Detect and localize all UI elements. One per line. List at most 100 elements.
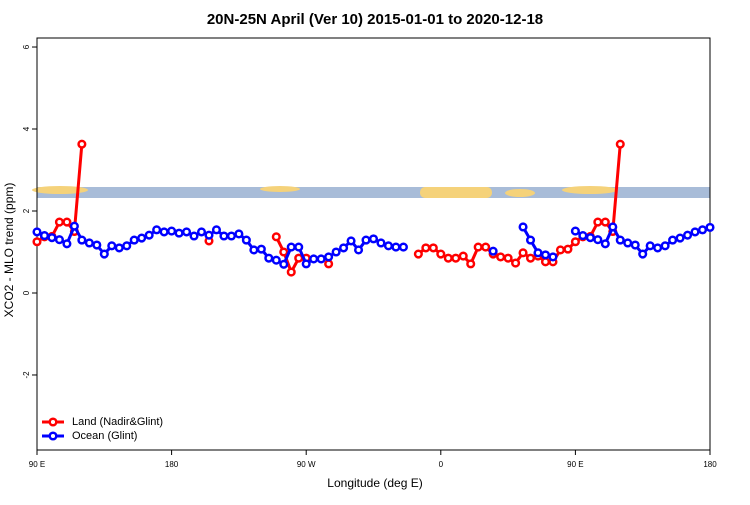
data-point xyxy=(361,235,371,245)
data-point xyxy=(286,242,296,252)
data-point xyxy=(615,139,625,149)
data-point xyxy=(316,254,326,264)
data-point xyxy=(540,250,551,260)
data-point xyxy=(189,231,199,241)
data-point xyxy=(331,247,341,257)
data-point xyxy=(137,233,147,243)
data-point xyxy=(159,227,169,237)
data-point xyxy=(77,235,87,245)
data-point xyxy=(466,259,476,269)
legend-label: Land (Nadir&Glint) xyxy=(72,416,163,428)
map-strip xyxy=(32,186,710,198)
y-tick-label: 2 xyxy=(22,208,31,213)
data-point xyxy=(458,251,468,261)
data-point xyxy=(196,227,207,237)
data-point xyxy=(368,234,379,244)
data-point xyxy=(675,233,685,243)
data-point xyxy=(645,241,655,251)
legend-marker xyxy=(48,431,58,441)
data-point xyxy=(615,235,625,245)
data-point xyxy=(391,242,401,252)
data-point xyxy=(443,253,453,263)
x-axis-label: Longitude (deg E) xyxy=(327,476,422,490)
data-point xyxy=(481,242,491,252)
data-point xyxy=(256,244,266,254)
data-point xyxy=(555,245,565,255)
data-point xyxy=(152,225,162,235)
data-point xyxy=(241,235,251,245)
data-point xyxy=(600,239,610,249)
data-point xyxy=(77,139,87,149)
data-point xyxy=(451,253,461,263)
data-point xyxy=(167,226,177,236)
data-point xyxy=(346,236,356,246)
data-point xyxy=(376,238,386,248)
data-point xyxy=(421,243,431,253)
land-shape xyxy=(562,186,618,194)
ocean-strip xyxy=(37,187,710,198)
land-shape xyxy=(32,186,88,194)
data-point xyxy=(107,241,117,251)
data-point xyxy=(99,249,109,259)
data-point xyxy=(339,243,349,253)
data-point xyxy=(697,225,708,235)
data-point xyxy=(47,233,57,243)
data-point xyxy=(234,229,244,239)
data-point xyxy=(503,253,513,263)
data-point xyxy=(279,259,289,269)
data-point xyxy=(324,252,334,262)
data-point xyxy=(324,259,334,269)
legend-marker xyxy=(48,417,58,427)
data-point xyxy=(129,235,139,245)
data-point xyxy=(570,226,580,236)
y-tick-label: 0 xyxy=(22,290,31,295)
data-point xyxy=(473,242,483,252)
data-point xyxy=(563,244,573,254)
land-shape xyxy=(420,187,492,198)
data-point xyxy=(630,240,640,250)
data-point xyxy=(690,227,700,237)
data-point xyxy=(279,247,289,257)
data-point xyxy=(496,252,506,262)
data-point xyxy=(570,237,580,247)
legend-label: Ocean (Glint) xyxy=(72,430,137,442)
data-point xyxy=(264,253,274,263)
data-point xyxy=(39,231,50,241)
data-point xyxy=(92,240,102,250)
data-point xyxy=(211,225,222,235)
data-point xyxy=(249,245,259,255)
data-point xyxy=(54,235,64,245)
data-point xyxy=(540,257,551,267)
data-point xyxy=(62,217,72,227)
data-point xyxy=(638,249,648,259)
data-point xyxy=(593,235,603,245)
x-tick-label: 180 xyxy=(703,460,717,469)
data-point xyxy=(204,230,214,240)
data-point xyxy=(54,217,64,227)
data-point xyxy=(398,242,408,252)
y-tick-label: 4 xyxy=(22,126,31,131)
data-point xyxy=(578,231,588,241)
data-point xyxy=(114,243,124,253)
data-point xyxy=(653,243,663,253)
data-point xyxy=(182,227,192,237)
data-point xyxy=(705,222,715,232)
land-shape xyxy=(505,189,535,197)
data-point xyxy=(271,232,281,242)
data-point xyxy=(32,227,42,237)
data-point xyxy=(683,230,693,240)
data-point xyxy=(488,246,498,256)
data-point xyxy=(271,255,281,265)
chart-title: 20N-25N April (Ver 10) 2015-01-01 to 202… xyxy=(207,11,543,28)
data-point xyxy=(585,233,595,243)
x-tick-label: 180 xyxy=(165,460,179,469)
x-tick-label: 90 E xyxy=(29,460,45,469)
data-point xyxy=(219,231,229,241)
data-point xyxy=(608,222,618,232)
data-point xyxy=(518,248,528,258)
data-point xyxy=(309,254,319,264)
data-point xyxy=(62,239,72,249)
land-shape xyxy=(260,186,300,192)
